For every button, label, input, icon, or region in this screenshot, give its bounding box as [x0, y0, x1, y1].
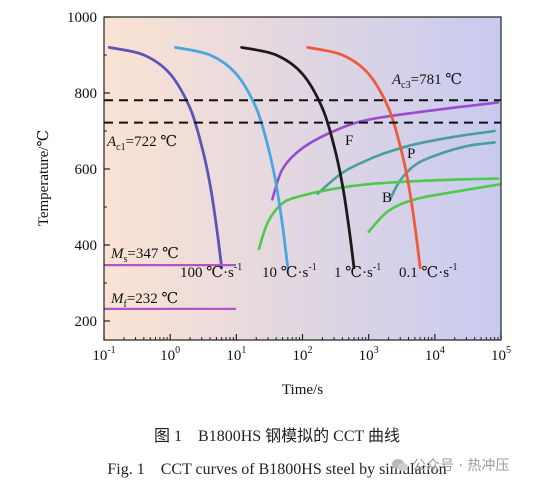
x-tick-label: 102 — [293, 345, 313, 364]
rate-label-4: 0.1 ℃·s-1 — [399, 262, 457, 281]
watermark-text: 公众号 · 热冲压 — [412, 458, 510, 474]
transformation-line-2 — [316, 129, 496, 195]
x-tick-label: 105 — [491, 345, 511, 364]
y-tick-label: 800 — [75, 86, 98, 102]
rate-label-3: 1 ℃·s-1 — [334, 262, 381, 281]
y-tick-label: 400 — [75, 238, 98, 254]
region-label-f: F — [345, 133, 353, 149]
ref-label-ac1: Ac1=722 ℃ — [106, 134, 177, 153]
x-tick-label: 101 — [226, 345, 246, 364]
transformation-line-4 — [257, 177, 500, 251]
transformation-line-1 — [271, 101, 500, 201]
cooling-curve-2 — [174, 46, 290, 270]
caption-en: Fig. 1 CCT curves of B1800HS steel by si… — [107, 461, 447, 478]
y-tick-label: 600 — [75, 162, 98, 178]
watermark: 公众号 · 热冲压 — [392, 455, 509, 475]
ref-label-ac3: Ac3=781 ℃ — [391, 72, 462, 91]
y-tick-label: 200 — [75, 314, 98, 330]
x-tick-label: 100 — [160, 345, 180, 364]
x-tick-label: 103 — [359, 345, 379, 364]
x-axis-label: Time/s — [282, 382, 323, 398]
x-tick-label: 10-1 — [92, 345, 115, 364]
transformation-line-5 — [367, 182, 501, 233]
ref-label-mf: Mf=232 ℃ — [110, 291, 178, 310]
region-label-b: B — [382, 190, 392, 206]
region-label-p: P — [407, 146, 415, 162]
wechat-icon — [392, 459, 408, 471]
rate-label-1: 100 ℃·s-1 — [180, 262, 242, 281]
x-tick-label: 104 — [425, 345, 445, 364]
y-axis-label: Temperature/℃ — [36, 130, 52, 227]
cooling-curve-1 — [107, 46, 224, 270]
ref-label-ms: Ms=347 ℃ — [110, 246, 179, 265]
cooling-curve-4 — [306, 46, 422, 270]
caption-cn: 图 1 B1800HS 钢模拟的 CCT 曲线 — [154, 428, 400, 445]
rate-label-2: 10 ℃·s-1 — [262, 262, 317, 281]
y-tick-label: 1000 — [67, 10, 97, 26]
plot-background — [104, 17, 501, 340]
cooling-curve-3 — [240, 46, 356, 270]
